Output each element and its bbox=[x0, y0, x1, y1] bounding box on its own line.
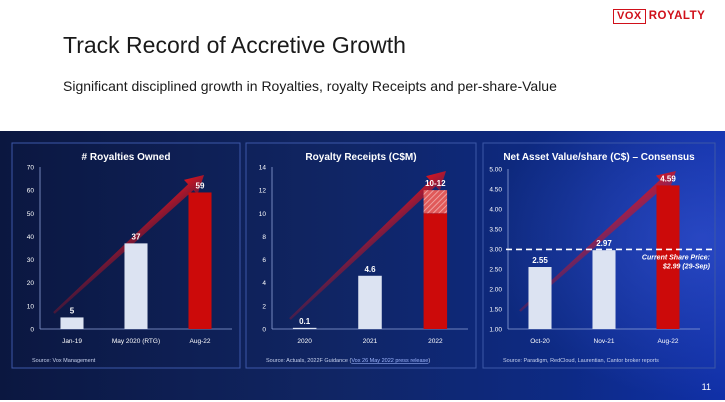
x-tick-label: 2022 bbox=[428, 338, 443, 345]
y-tick-label: 5.00 bbox=[489, 167, 502, 174]
slide-subtitle: Significant disciplined growth in Royalt… bbox=[63, 78, 557, 94]
reference-label-line2: $2.99 (29-Sep) bbox=[662, 263, 711, 270]
y-tick-label: 20 bbox=[27, 280, 35, 287]
y-tick-label: 0 bbox=[30, 327, 34, 334]
bar bbox=[592, 250, 616, 329]
bar bbox=[124, 243, 148, 329]
growth-arrow bbox=[289, 170, 447, 320]
chart-title: Royalty Receipts (C$M) bbox=[305, 152, 416, 163]
y-tick-label: 12 bbox=[259, 188, 267, 195]
data-label: 2.97 bbox=[596, 239, 612, 248]
logo-text: ROYALTY bbox=[648, 10, 706, 22]
page-number: 11 bbox=[701, 382, 711, 392]
y-tick-label: 2.00 bbox=[489, 287, 502, 294]
y-tick-label: 2 bbox=[262, 303, 266, 310]
x-tick-label: Jan-19 bbox=[62, 338, 82, 345]
source-note: Source: Actuals, 2022F Guidance (Vox 26 … bbox=[266, 358, 430, 364]
data-label: 37 bbox=[132, 232, 141, 241]
y-tick-label: 6 bbox=[262, 257, 266, 264]
y-tick-label: 3.50 bbox=[489, 227, 502, 234]
data-label: 0.1 bbox=[299, 317, 311, 326]
y-tick-label: 3.00 bbox=[489, 247, 502, 254]
y-tick-label: 10 bbox=[27, 303, 35, 310]
source-prefix: Source: Actuals, 2022F Guidance ( bbox=[266, 358, 351, 364]
y-tick-label: 70 bbox=[27, 165, 35, 172]
y-tick-label: 1.50 bbox=[489, 307, 502, 314]
data-label: 4.59 bbox=[660, 174, 676, 183]
chart-frame bbox=[11, 142, 241, 369]
y-tick-label: 4.00 bbox=[489, 207, 502, 214]
growth-arrow bbox=[519, 171, 676, 312]
y-tick-label: 4.50 bbox=[489, 187, 502, 194]
bar bbox=[188, 192, 212, 329]
y-tick-label: 40 bbox=[27, 234, 35, 241]
chart-title: # Royalties Owned bbox=[82, 152, 171, 163]
y-tick-label: 4 bbox=[262, 280, 266, 287]
source-note: Source: Vox Management bbox=[32, 358, 96, 364]
logo-box-text: VOX bbox=[613, 8, 646, 24]
y-tick-label: 10 bbox=[259, 211, 267, 218]
bar bbox=[423, 213, 448, 329]
chart-frame bbox=[482, 142, 716, 369]
bar-range-hatch bbox=[423, 190, 448, 214]
x-tick-label: 2021 bbox=[363, 338, 378, 345]
y-tick-label: 14 bbox=[259, 165, 267, 172]
x-tick-label: May 2020 (RTG) bbox=[112, 338, 160, 345]
data-label: 5 bbox=[70, 306, 75, 315]
chart-frame bbox=[245, 142, 477, 369]
bar bbox=[292, 327, 317, 329]
bar bbox=[656, 185, 680, 329]
y-tick-label: 60 bbox=[27, 188, 35, 195]
data-label: 4.6 bbox=[364, 265, 376, 274]
x-tick-label: Aug-22 bbox=[190, 338, 211, 345]
y-tick-label: 8 bbox=[262, 234, 266, 241]
bar bbox=[60, 317, 84, 329]
y-tick-label: 50 bbox=[27, 211, 35, 218]
x-tick-label: Aug-22 bbox=[658, 338, 679, 345]
x-tick-label: Oct-20 bbox=[530, 338, 550, 345]
x-tick-label: 2020 bbox=[297, 338, 312, 345]
bar bbox=[358, 275, 382, 329]
y-tick-label: 0 bbox=[262, 327, 266, 334]
source-note: Source: Paradigm, RedCloud, Laurentian, … bbox=[503, 358, 659, 364]
reference-label-line1: Current Share Price: bbox=[642, 254, 710, 261]
x-tick-label: Nov-21 bbox=[594, 338, 615, 345]
slide-title: Track Record of Accretive Growth bbox=[63, 32, 406, 58]
y-tick-label: 1.00 bbox=[489, 327, 502, 334]
charts-panel: # Royalties Owned 0 10 20 30 40 50 60 70 5 Jan-19 3… bbox=[0, 131, 725, 400]
data-label: 59 bbox=[196, 181, 205, 190]
chart-title: Net Asset Value/share (C$) – Consensus bbox=[503, 152, 695, 163]
source-suffix: ) bbox=[428, 358, 430, 364]
bar bbox=[528, 267, 552, 329]
source-link[interactable]: Vox 26 May 2022 press release bbox=[351, 358, 428, 364]
data-label: 2.55 bbox=[532, 256, 548, 265]
charts-svg: # Royalties Owned0102030405060705Jan-193… bbox=[11, 142, 716, 369]
y-tick-label: 2.50 bbox=[489, 267, 502, 274]
y-tick-label: 30 bbox=[27, 257, 35, 264]
data-label: 10-12 bbox=[425, 179, 446, 188]
vox-royalty-logo: VOX ROYALTY bbox=[613, 8, 705, 24]
